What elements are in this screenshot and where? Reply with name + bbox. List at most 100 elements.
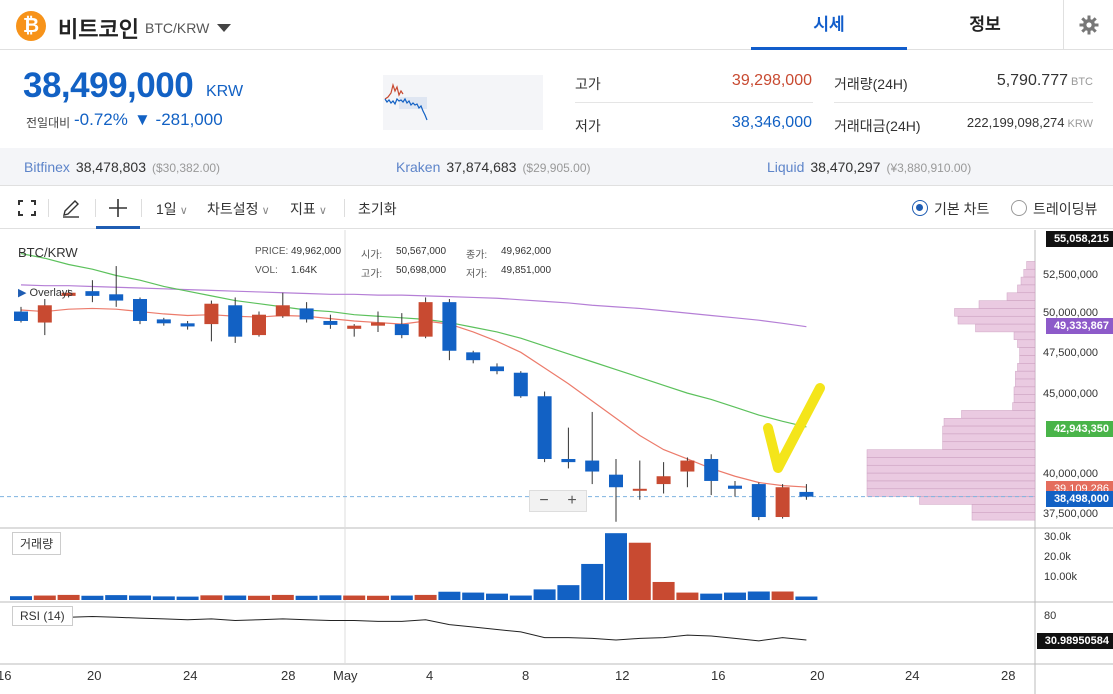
volume-pane-label: 거래량 — [12, 532, 62, 555]
chart-settings-dropdown[interactable]: 차트설정 ∨ — [207, 199, 270, 219]
divider — [344, 199, 345, 217]
volume-bar — [795, 596, 818, 600]
volume-profile-bar — [1006, 292, 1036, 301]
basic-chart-radio[interactable] — [912, 200, 928, 216]
basic-chart-label[interactable]: 기본 차트 — [934, 201, 990, 217]
volume-bar — [152, 596, 175, 600]
candle-body — [728, 485, 742, 489]
volume-bar — [462, 592, 485, 600]
tab-info[interactable]: 정보 — [969, 15, 1001, 34]
candle-body — [466, 352, 481, 361]
candle-body — [680, 460, 695, 472]
exchange-name[interactable]: Bitfinex — [24, 159, 70, 175]
exchange-price: 38,470,297 — [810, 159, 881, 175]
high-value: 39,298,000 — [731, 72, 812, 89]
divider — [575, 102, 813, 103]
legend-low-label: 저가: — [466, 269, 488, 280]
zoom-out-button[interactable]: − — [539, 492, 549, 509]
candle-body — [85, 291, 100, 296]
candle-body — [394, 324, 409, 336]
candle-body — [252, 314, 266, 336]
volume-bar — [771, 591, 794, 600]
volume-bar — [581, 563, 604, 600]
price-chart[interactable] — [0, 230, 1113, 694]
legend-close: 49,962,000 — [501, 246, 552, 257]
volume-bar — [700, 593, 723, 600]
volume-label: 거래량(24H) — [834, 76, 908, 92]
exchange-usd-price: ($29,905.00) — [522, 161, 591, 175]
x-tick: 24 — [183, 668, 198, 683]
volume-profile-bar — [942, 433, 1036, 442]
bitcoin-logo-icon: ₿ — [16, 11, 46, 41]
volume-bar — [486, 593, 508, 600]
volume-bar — [57, 594, 80, 600]
chevron-down-icon[interactable] — [217, 24, 231, 32]
y-tick: 45,000,000 — [1043, 388, 1099, 400]
y-tick: 47,500,000 — [1043, 347, 1099, 359]
volume-bar — [747, 591, 770, 600]
turnover-24h: 222,199,098,274 KRW — [967, 115, 1093, 130]
tradingview-radio[interactable] — [1011, 200, 1027, 216]
ma-slow-line — [20, 284, 807, 328]
sparkline-chart — [383, 75, 543, 130]
exchange-name[interactable]: Kraken — [396, 159, 441, 175]
fullscreen-icon[interactable] — [18, 200, 36, 216]
tradingview-label[interactable]: 트레이딩뷰 — [1033, 201, 1098, 217]
chart-symbol: BTC/KRW — [18, 245, 78, 260]
reset-button[interactable]: 초기화 — [358, 201, 397, 217]
volume-profile-bar — [1017, 284, 1036, 293]
tab-price[interactable]: 시세 — [751, 0, 907, 50]
overlays-toggle[interactable]: ▶ Overlays — [18, 286, 73, 299]
volume-bar — [200, 595, 223, 600]
legend-price: 49,962,000 — [291, 246, 342, 257]
active-tool-indicator — [96, 226, 140, 229]
check-annotation — [763, 383, 825, 473]
candle-body — [323, 320, 338, 325]
candle-body — [775, 487, 790, 518]
ma-mid-line — [20, 252, 807, 428]
candle-body — [133, 299, 147, 321]
x-tick: 24 — [905, 668, 920, 683]
settings-button[interactable] — [1063, 0, 1113, 50]
volume-bar — [557, 585, 580, 600]
volume-tick: 10.00k — [1044, 571, 1078, 583]
volume-profile-bar — [975, 323, 1036, 333]
volume-profile-bar — [1019, 347, 1036, 356]
coin-name: 비트코인 — [58, 17, 139, 42]
exchange-price: 38,478,803 — [75, 159, 146, 175]
indicators-dropdown[interactable]: 지표 ∨ — [290, 199, 327, 219]
divider — [141, 199, 142, 217]
candle-body — [61, 292, 76, 296]
x-tick: May — [333, 668, 358, 683]
volume-bar — [390, 595, 413, 600]
volume-bar — [438, 591, 461, 600]
turnover-value: 222,199,098,274 — [966, 115, 1065, 130]
triangle-right-icon: ▶ — [18, 287, 30, 299]
volume-bar — [343, 595, 366, 600]
rsi-tick: 80 — [1044, 610, 1057, 622]
turnover-label: 거래대금(24H) — [834, 118, 921, 134]
crosshair-icon[interactable] — [108, 198, 128, 218]
volume-profile-bar — [1013, 386, 1036, 395]
interval-dropdown[interactable]: 1일 ∨ — [156, 199, 188, 219]
exchange-name[interactable]: Liquid — [767, 159, 805, 175]
volume-24h: 5,790.777 BTC — [997, 72, 1093, 90]
rsi-pane-label: RSI (14) — [12, 606, 73, 626]
volume-bar — [652, 581, 675, 600]
candle-body — [180, 323, 195, 327]
volume-bar — [367, 595, 389, 600]
volume-profile-bar — [866, 457, 1036, 466]
zoom-controls: − + — [529, 490, 587, 512]
volume-profile-bar — [1013, 394, 1036, 403]
interval-label: 1일 — [156, 201, 177, 217]
zoom-in-button[interactable]: + — [567, 492, 577, 509]
volume-bar — [676, 592, 699, 600]
volume-bar — [295, 595, 318, 600]
divider — [95, 199, 96, 217]
current-price: 38,499,000 — [23, 66, 194, 105]
volume-profile-bar — [1026, 261, 1036, 270]
pencil-icon[interactable] — [61, 198, 81, 218]
coin-header: ₿ 비트코인 BTC/KRW 시세 정보 — [0, 0, 1113, 50]
exchange-bitfinex: Bitfinex 38,478,803 ($30,382.00) — [24, 159, 220, 175]
exchange-kraken: Kraken 37,874,683 ($29,905.00) — [396, 159, 591, 175]
